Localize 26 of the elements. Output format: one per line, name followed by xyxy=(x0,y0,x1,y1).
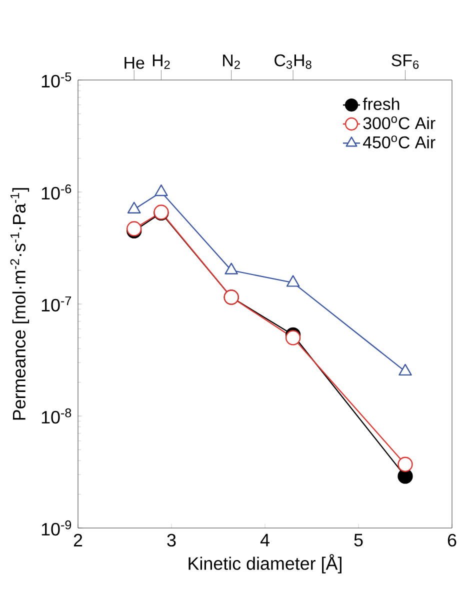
y-tick-label: 10$^{-7}$ xyxy=(42,296,72,312)
y-tick-label: 10$^{-5}$ xyxy=(42,72,72,88)
text: He xyxy=(124,57,144,69)
text: N$_{2}$ xyxy=(223,54,240,69)
point xyxy=(286,275,300,287)
text: C$_{3}$H$_{8}$ xyxy=(274,54,312,69)
text: SF$_{6}$ xyxy=(392,54,419,69)
x-axis-title: Kinetic diameter [Å] xyxy=(188,554,342,574)
x-tick-label: 3 xyxy=(167,534,176,547)
text: H$_{2}$ xyxy=(152,54,170,69)
point xyxy=(398,364,412,376)
y-tick-label: 10$^{-8}$ xyxy=(42,408,72,424)
x-tick-label: 2 xyxy=(74,534,82,546)
point xyxy=(154,184,168,196)
point xyxy=(285,330,301,346)
legend-label: 300$^{o}$C Air xyxy=(363,116,436,130)
x-tick-label: 4 xyxy=(260,534,270,546)
point xyxy=(127,202,141,214)
y-tick-label: 10$^{-9}$ xyxy=(42,520,72,536)
y-tick-label: 10$^{-6}$ xyxy=(42,184,72,200)
x-tick-label: 6 xyxy=(448,534,456,547)
x-tick-label: 5 xyxy=(354,534,363,546)
legend-label: 450$^{o}$C Air xyxy=(363,136,436,148)
point xyxy=(224,262,238,274)
y-axis-title: Permeance [mol·m$^{-2}$·s$^{-1}$·Pa$^{-1}$] xyxy=(10,188,30,420)
legend-label: fresh xyxy=(362,98,400,110)
